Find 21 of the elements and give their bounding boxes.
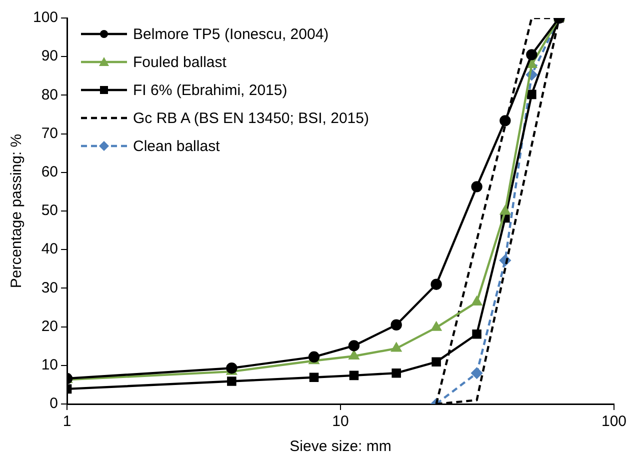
y-tick-label: 70: [41, 124, 58, 142]
y-tick-label: 80: [41, 86, 58, 104]
y-tick-label: 30: [41, 279, 58, 296]
y-axis-title: Percentage passing: %: [8, 134, 26, 288]
legend-label: Gc RB A (BS EN 13450; BSI, 2015): [133, 110, 369, 126]
y-tick-label: 50: [41, 202, 58, 220]
legend-label: FI 6% (Ebrahimi, 2015): [133, 82, 288, 98]
legend-label: Clean ballast: [133, 138, 220, 154]
x-axis-title: Sieve size: mm: [290, 438, 392, 456]
y-tick-label: 0: [50, 395, 58, 412]
x-tick-label: 100: [601, 413, 627, 430]
x-tick-label: 10: [332, 413, 349, 430]
y-tick-label: 10: [41, 356, 58, 374]
y-tick-label: 90: [41, 48, 58, 65]
y-tick-label: 60: [41, 164, 58, 181]
y-tick-label: 20: [41, 318, 58, 335]
x-tick-label: 1: [62, 413, 72, 430]
y-tick-label: 100: [32, 9, 58, 26]
y-tick-label: 40: [41, 240, 58, 258]
legend-label: Fouled ballast: [133, 54, 226, 70]
legend-label: Belmore TP5 (Ionescu, 2004): [133, 26, 329, 42]
